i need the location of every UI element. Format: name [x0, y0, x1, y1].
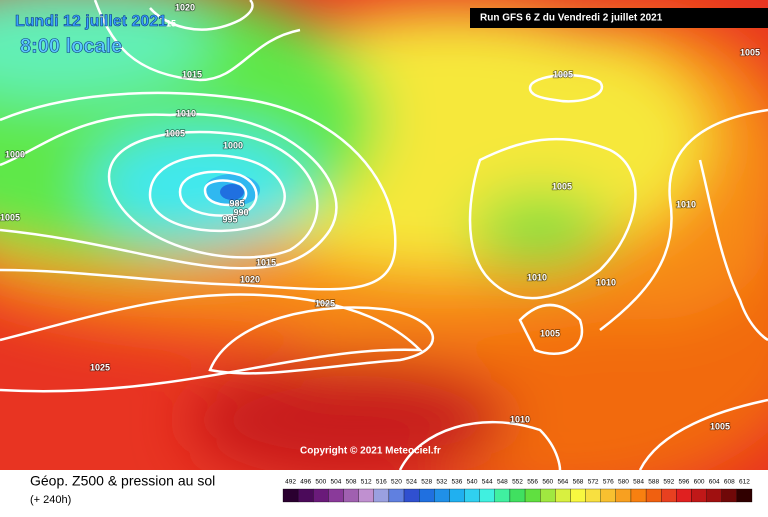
color-swatch — [600, 488, 616, 503]
isobar-label: 1020 — [240, 274, 260, 284]
scale-label: 612 — [739, 479, 750, 486]
color-swatch — [494, 488, 511, 503]
isobar-label: 15 — [166, 18, 176, 28]
isobar-label: 1020 — [175, 2, 195, 12]
color-swatch — [343, 488, 359, 503]
scale-label: 552 — [512, 479, 523, 486]
color-swatch — [328, 488, 344, 503]
color-swatch — [464, 488, 480, 503]
scale-label: 492 — [285, 479, 296, 486]
isobar-label: 1000 — [223, 140, 243, 150]
scale-label: 512 — [361, 479, 372, 486]
footer-subtitle: (+ 240h) — [30, 494, 71, 506]
isobar-label: 1005 — [165, 128, 185, 138]
scale-label: 564 — [557, 479, 568, 486]
color-swatch — [615, 488, 632, 503]
color-swatch — [585, 488, 601, 503]
scale-label: 524 — [406, 479, 417, 486]
color-swatch — [661, 488, 677, 503]
color-swatch — [555, 488, 571, 503]
footer-title: Géop. Z500 & pression au sol — [30, 473, 215, 489]
isobar-label: 1005 — [740, 47, 760, 57]
color-swatch — [373, 488, 390, 503]
isobar-label: 1010 — [596, 277, 616, 287]
color-swatch — [313, 488, 329, 503]
scale-label: 600 — [694, 479, 705, 486]
scale-label: 520 — [391, 479, 402, 486]
color-swatch — [449, 488, 465, 503]
isobar-label: 1005 — [710, 421, 730, 431]
scale-label: 560 — [542, 479, 553, 486]
isobar-label: 1010 — [527, 272, 547, 282]
scale-label: 516 — [376, 479, 387, 486]
isobar-label: 1010 — [176, 108, 196, 118]
color-swatch — [691, 488, 707, 503]
scale-label: 580 — [618, 479, 629, 486]
color-swatch — [706, 488, 722, 503]
scale-label: 504 — [331, 479, 342, 486]
isobar-label: 1005 — [0, 212, 20, 222]
color-swatch — [540, 488, 556, 503]
color-swatch — [388, 488, 405, 503]
scale-label: 528 — [421, 479, 432, 486]
isobar-label: 1005 — [553, 69, 573, 79]
color-swatch — [434, 488, 450, 503]
run-info: Run GFS 6 Z du Vendredi 2 juillet 2021 — [480, 13, 663, 24]
scale-label: 540 — [467, 479, 478, 486]
scale-label: 584 — [633, 479, 644, 486]
scale-label: 568 — [573, 479, 584, 486]
geopotential-field — [0, 0, 768, 500]
color-swatch — [358, 488, 374, 503]
scale-label: 508 — [346, 479, 357, 486]
scale-label: 604 — [709, 479, 720, 486]
color-swatch — [630, 488, 647, 503]
scale-label: 572 — [588, 479, 599, 486]
color-swatch — [282, 488, 299, 503]
color-swatch — [524, 488, 541, 503]
color-swatch — [297, 488, 314, 503]
isobar-label: 990 — [233, 207, 248, 217]
color-swatch — [419, 488, 435, 503]
isobar-label: 1000 — [5, 149, 25, 159]
scale-label: 576 — [603, 479, 614, 486]
run-box — [470, 8, 768, 28]
scale-label: 592 — [663, 479, 674, 486]
scale-label: 532 — [436, 479, 447, 486]
color-swatch — [509, 488, 526, 503]
scale-label: 536 — [452, 479, 463, 486]
copyright: Copyright © 2021 Meteociel.fr — [300, 446, 441, 457]
color-swatch — [721, 488, 738, 503]
isobar-label: 1010 — [676, 199, 696, 209]
scale-label: 496 — [300, 479, 311, 486]
color-scale: 492 496 500 504 508 512 516 520 524 528 532 536 540 5… — [282, 479, 753, 503]
forecast-date: Lundi 12 juillet 2021 — [15, 13, 167, 30]
scale-label: 608 — [724, 479, 735, 486]
scale-label: 556 — [527, 479, 538, 486]
isobars — [0, 0, 768, 393]
scale-label: 596 — [678, 479, 689, 486]
color-swatch — [479, 488, 495, 503]
isobar-label: 1025 — [315, 298, 335, 308]
color-swatch — [676, 488, 692, 503]
scale-label: 500 — [315, 479, 326, 486]
color-swatch — [736, 488, 753, 503]
isobar-label: 1005 — [552, 181, 572, 191]
scale-label: 588 — [648, 479, 659, 486]
forecast-time: 8:00 locale — [20, 35, 122, 57]
scale-label: 544 — [482, 479, 493, 486]
isobar-label: 1005 — [540, 328, 560, 338]
scale-label: 548 — [497, 479, 508, 486]
isobar-label: 985 — [229, 198, 244, 208]
color-swatch — [403, 488, 420, 503]
isobar-label: 1015 — [182, 69, 202, 79]
isobar-label: 1010 — [510, 414, 530, 424]
isobar-label: 1015 — [256, 257, 276, 267]
color-swatch — [645, 488, 662, 503]
color-swatch — [570, 488, 586, 503]
isobar-label: 1025 — [90, 362, 110, 372]
isobar-label: 995 — [222, 214, 237, 224]
